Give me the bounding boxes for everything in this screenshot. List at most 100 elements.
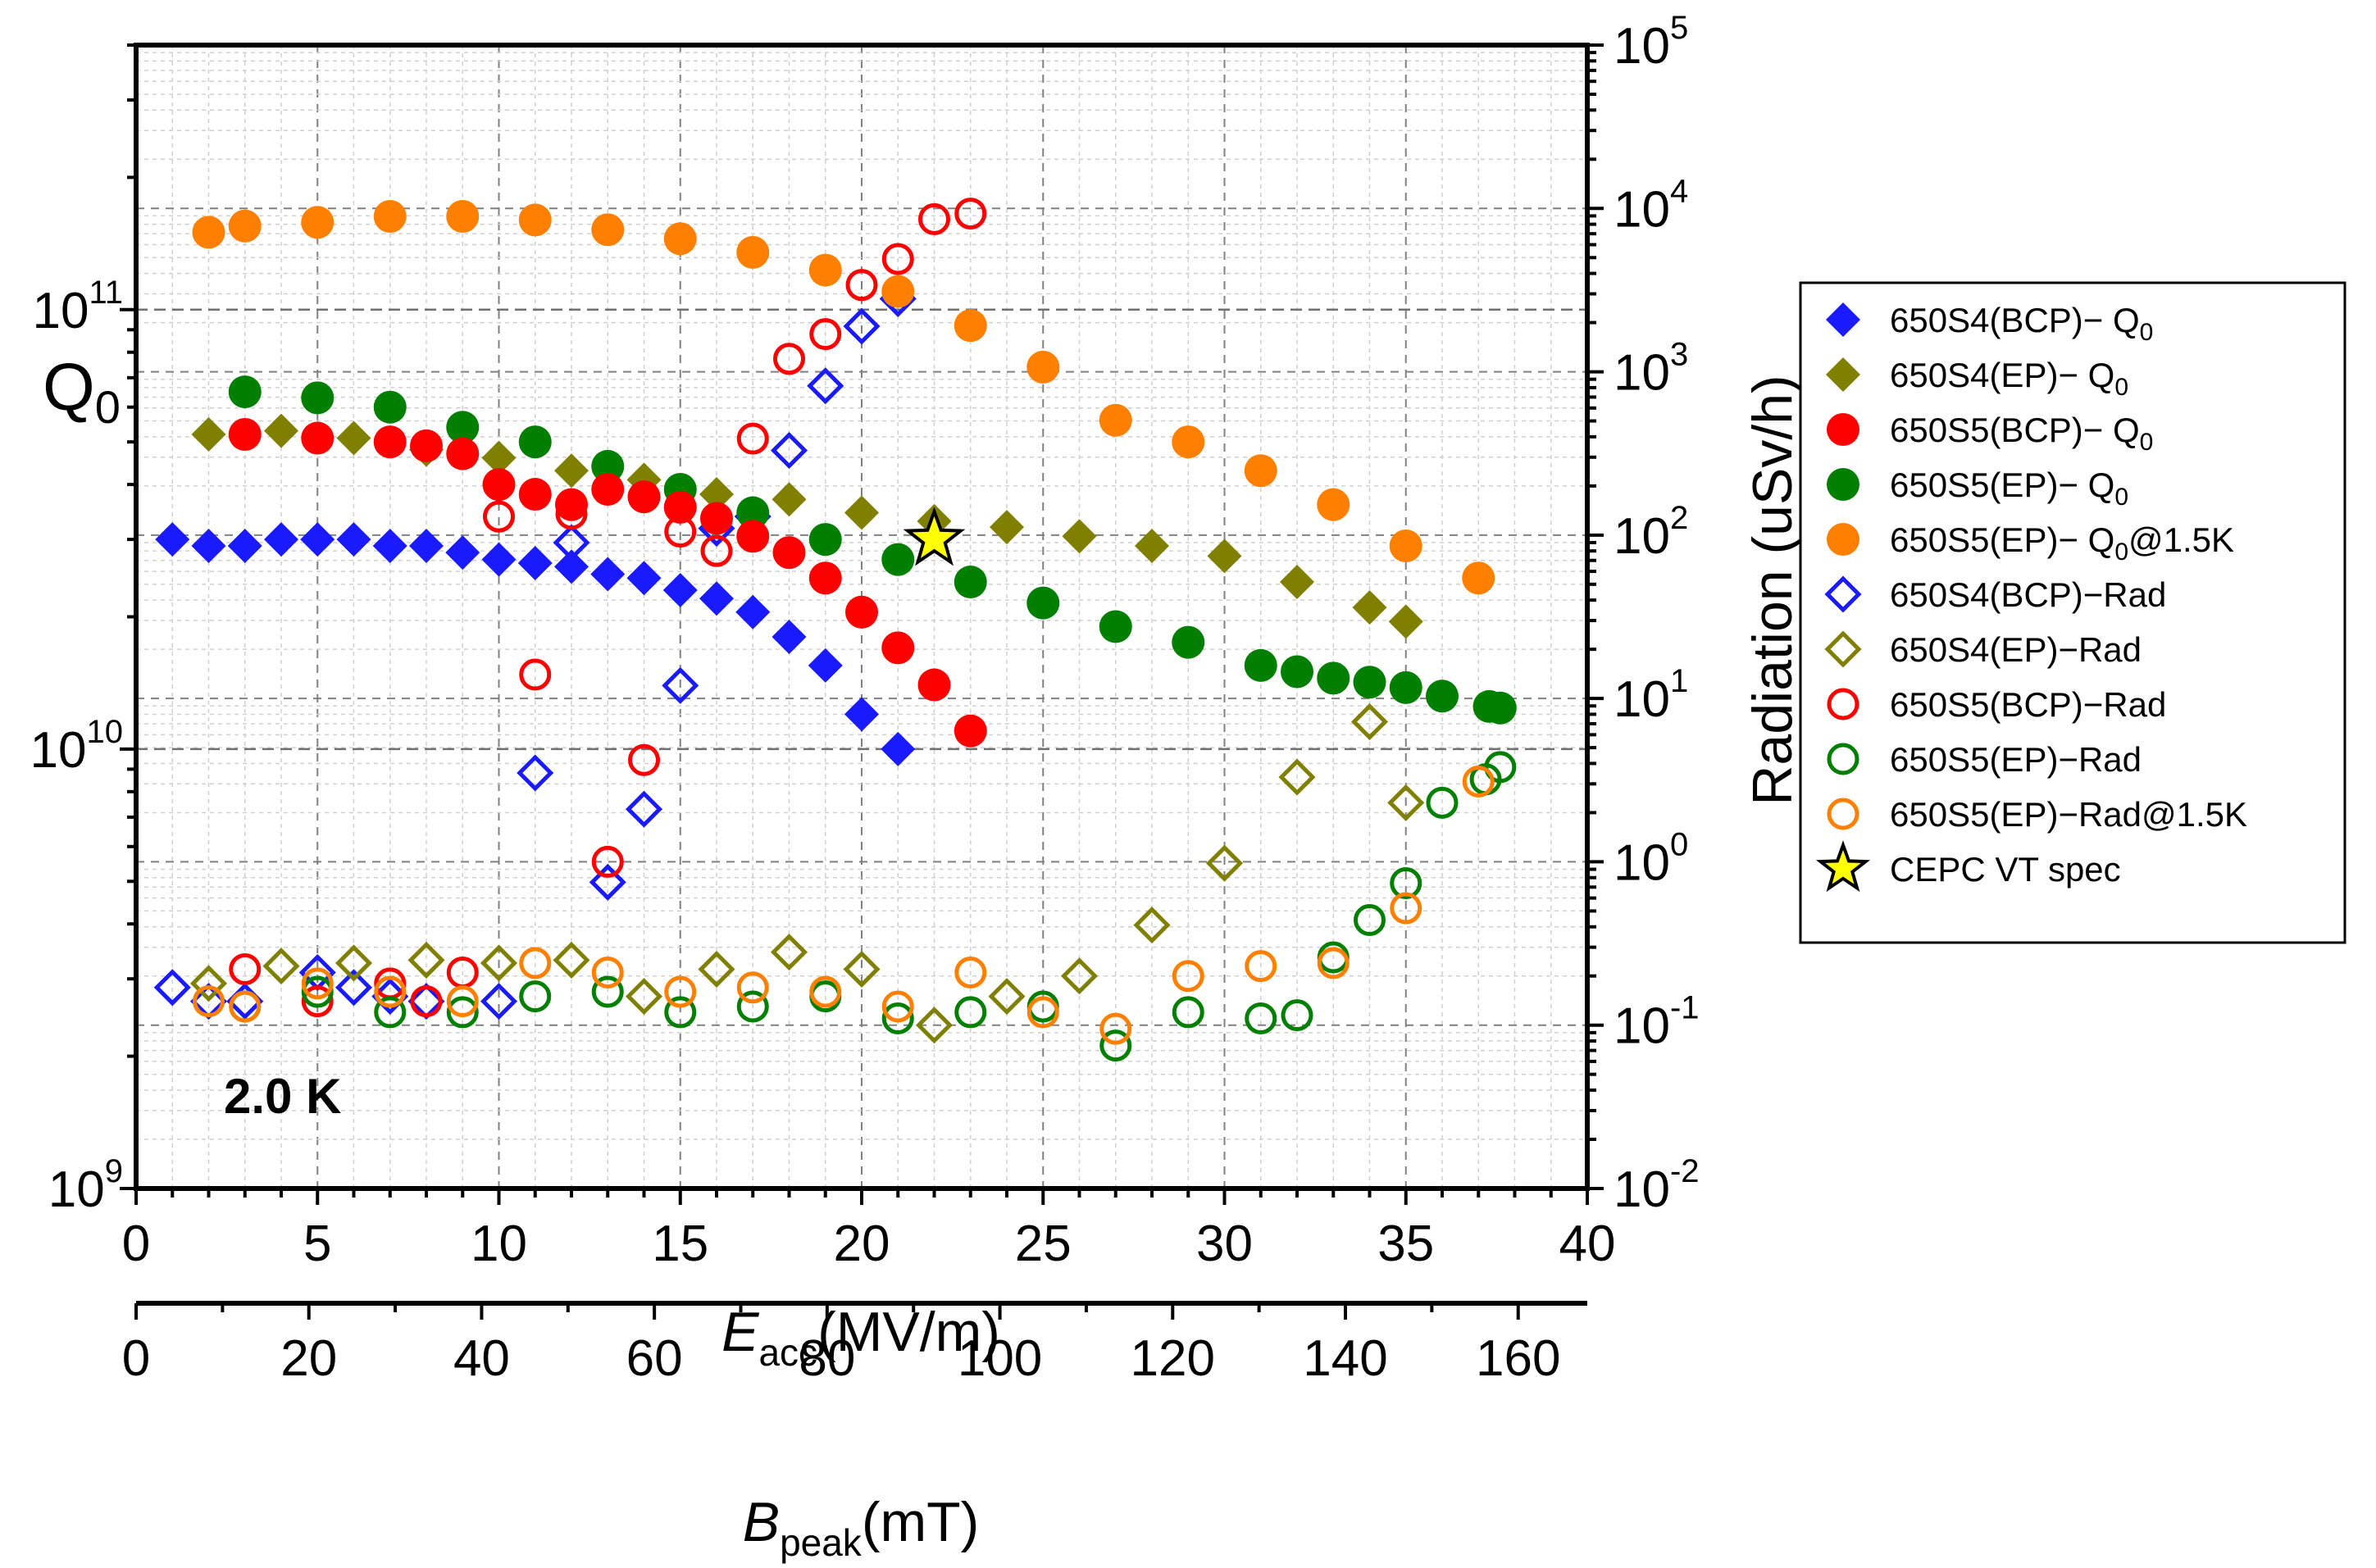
data-point <box>735 594 771 629</box>
data-point <box>518 478 552 511</box>
legend-marker <box>1827 688 1859 720</box>
data-point <box>772 536 806 570</box>
data-point <box>1026 586 1060 620</box>
series-650s5-ep-q0-1-5k <box>192 200 1495 595</box>
data-point <box>264 413 298 448</box>
x2-axis-tick-label: 140 <box>1303 1330 1387 1387</box>
data-point <box>1354 903 1386 936</box>
data-point <box>881 1002 914 1034</box>
data-point <box>591 845 624 878</box>
data-point <box>1026 996 1059 1029</box>
x-axis-tick-label: 10 <box>471 1216 527 1272</box>
data-point <box>409 528 444 563</box>
data-point <box>736 520 770 553</box>
data-point <box>1207 539 1242 574</box>
data-point <box>1062 519 1097 554</box>
data-point <box>626 561 662 596</box>
data-point <box>262 948 300 985</box>
data-point <box>1172 960 1204 993</box>
data-point <box>736 235 770 269</box>
data-point <box>191 417 226 452</box>
data-point <box>736 990 769 1023</box>
data-point <box>300 522 335 557</box>
data-point <box>483 500 515 533</box>
data-point <box>625 790 663 828</box>
data-point <box>1353 666 1386 699</box>
data-point <box>843 307 881 345</box>
data-point <box>808 561 842 595</box>
data-point <box>301 421 335 455</box>
data-point <box>229 952 262 985</box>
data-point <box>954 309 987 343</box>
series-650s5-ep-rad <box>229 751 1517 1062</box>
data-point <box>264 522 298 557</box>
data-point <box>663 222 697 256</box>
x2-axis-tick-label: 0 <box>122 1330 150 1387</box>
legend-label: 650S5(EP)− Q0 <box>1890 466 2128 511</box>
y-left-tick-label: 1011 <box>33 275 124 339</box>
y-left-tick-label: 109 <box>48 1153 123 1218</box>
y-right-tick-label: 10-2 <box>1614 1153 1700 1218</box>
x-title-main: E <box>721 1301 759 1363</box>
data-point <box>228 209 262 243</box>
data-point <box>1172 625 1205 659</box>
data-point <box>372 528 407 563</box>
data-point <box>335 969 373 1007</box>
data-point <box>1244 454 1277 488</box>
data-point <box>519 980 552 1013</box>
data-point <box>480 944 518 982</box>
x-axis-title: Eacc(MV/m) <box>721 1301 1000 1374</box>
legend-label: 650S5(BCP)− Q0 <box>1890 411 2153 456</box>
data-point <box>1350 703 1389 741</box>
data-point <box>410 985 443 1018</box>
x2-axis-tick-label: 20 <box>280 1330 337 1387</box>
data-point <box>1099 610 1132 643</box>
data-point <box>699 581 734 616</box>
data-point <box>844 495 879 530</box>
data-point <box>809 975 842 1008</box>
data-point <box>155 522 190 557</box>
legend-marker <box>1826 302 1860 337</box>
y-right-tick-label: 105 <box>1614 10 1688 75</box>
data-point <box>446 411 480 444</box>
data-point <box>1426 679 1459 713</box>
data-point <box>808 523 842 557</box>
data-point <box>1281 655 1313 689</box>
data-point <box>1244 648 1277 682</box>
x-axis-tick-label: 15 <box>652 1216 708 1272</box>
x-axis-tick-label: 40 <box>1559 1216 1616 1272</box>
data-point <box>335 944 373 982</box>
data-point <box>518 203 552 237</box>
data-point <box>480 983 518 1020</box>
data-point <box>662 572 698 607</box>
data-point <box>770 431 808 470</box>
data-point <box>373 390 407 424</box>
legend-label: 650S5(BCP)−Rad <box>1890 685 2166 724</box>
data-point <box>591 473 625 507</box>
data-point <box>1135 528 1169 563</box>
data-point <box>410 429 443 462</box>
legend-marker <box>1826 357 1860 392</box>
x2-title-unit: (mT) <box>862 1491 979 1553</box>
data-point <box>881 731 916 766</box>
data-point <box>1388 604 1423 639</box>
data-point <box>374 975 407 1008</box>
data-point <box>554 453 589 489</box>
data-point <box>954 996 987 1029</box>
data-point <box>881 275 915 308</box>
data-point <box>336 420 371 456</box>
legend-marker <box>1827 413 1859 446</box>
data-point <box>807 367 844 405</box>
data-point <box>663 490 697 524</box>
data-point <box>189 965 228 1002</box>
data-point <box>627 480 661 514</box>
x2-axis-tick-label: 80 <box>799 1330 855 1387</box>
data-point <box>881 543 915 576</box>
data-point <box>1317 661 1350 695</box>
data-point <box>1317 488 1350 521</box>
data-point <box>772 620 807 655</box>
data-point <box>772 482 807 517</box>
data-point <box>446 437 480 470</box>
data-point <box>517 754 554 792</box>
data-point <box>193 985 225 1018</box>
